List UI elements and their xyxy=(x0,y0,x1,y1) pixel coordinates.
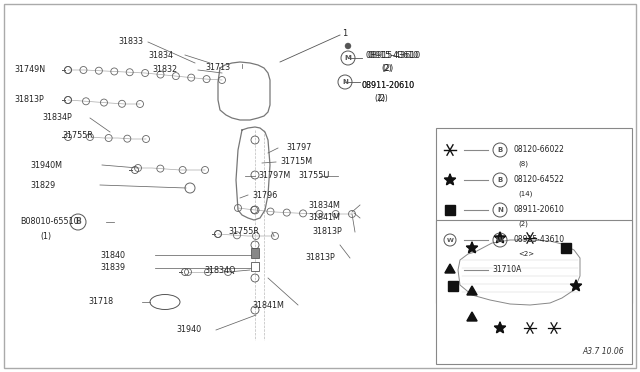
Text: (14): (14) xyxy=(518,191,532,197)
Text: 31833: 31833 xyxy=(118,38,143,46)
Text: 31839: 31839 xyxy=(100,263,125,273)
Text: (2): (2) xyxy=(374,93,385,103)
Text: 31940: 31940 xyxy=(176,326,201,334)
Text: 31713: 31713 xyxy=(205,64,230,73)
Text: (1): (1) xyxy=(40,231,51,241)
Polygon shape xyxy=(467,312,477,321)
Text: B: B xyxy=(75,218,81,227)
Text: 31755R: 31755R xyxy=(62,131,93,140)
Text: 08911-20610: 08911-20610 xyxy=(362,80,415,90)
Text: (8): (8) xyxy=(518,161,528,167)
Text: 08915-43610: 08915-43610 xyxy=(366,51,419,60)
Text: B: B xyxy=(497,177,502,183)
Text: M: M xyxy=(344,55,351,61)
Text: <2>: <2> xyxy=(518,251,534,257)
Bar xyxy=(436,220,632,364)
Bar xyxy=(251,262,259,271)
Text: 08915-43610: 08915-43610 xyxy=(514,235,565,244)
Text: 31834P: 31834P xyxy=(42,113,72,122)
Bar xyxy=(436,128,632,303)
Text: 31834Q: 31834Q xyxy=(204,266,236,275)
Text: W: W xyxy=(496,237,504,243)
Polygon shape xyxy=(494,232,506,243)
Text: 08120-64522: 08120-64522 xyxy=(514,176,565,185)
Text: 08911-20610: 08911-20610 xyxy=(514,205,565,215)
Bar xyxy=(448,281,458,291)
Text: B08010-65510: B08010-65510 xyxy=(20,218,79,227)
Text: 31755U: 31755U xyxy=(298,171,330,180)
Text: N: N xyxy=(342,79,348,85)
Text: 31940M: 31940M xyxy=(30,160,62,170)
Text: N: N xyxy=(497,207,503,213)
Bar xyxy=(445,205,455,215)
Text: 31749N: 31749N xyxy=(14,65,45,74)
Text: 31841M: 31841M xyxy=(308,214,340,222)
Circle shape xyxy=(345,43,351,49)
Polygon shape xyxy=(467,242,477,253)
Text: 31797M: 31797M xyxy=(258,171,291,180)
Text: 08120-66022: 08120-66022 xyxy=(514,145,565,154)
Polygon shape xyxy=(444,174,456,185)
Bar xyxy=(561,243,571,253)
Text: 31832: 31832 xyxy=(152,65,177,74)
Text: 31829: 31829 xyxy=(30,180,55,189)
Text: (2): (2) xyxy=(377,93,388,103)
Text: 08911-20610: 08911-20610 xyxy=(362,80,415,90)
Polygon shape xyxy=(445,264,455,273)
Text: 31813P: 31813P xyxy=(14,96,44,105)
Polygon shape xyxy=(570,280,582,291)
Text: 31841M: 31841M xyxy=(252,301,284,310)
Text: 31834M: 31834M xyxy=(308,201,340,209)
Text: 31755R: 31755R xyxy=(228,228,259,237)
Polygon shape xyxy=(494,322,506,333)
Text: 31710A: 31710A xyxy=(492,266,522,275)
Text: (2): (2) xyxy=(381,64,392,73)
Text: 31797: 31797 xyxy=(286,144,312,153)
Text: 31718: 31718 xyxy=(88,298,113,307)
Text: B: B xyxy=(497,147,502,153)
Text: 31796: 31796 xyxy=(252,190,277,199)
Text: 31813P: 31813P xyxy=(312,228,342,237)
Text: (2): (2) xyxy=(518,221,528,227)
Text: 1: 1 xyxy=(342,29,348,38)
Text: 31834: 31834 xyxy=(148,51,173,60)
Text: (2): (2) xyxy=(382,64,393,73)
Text: W: W xyxy=(447,237,453,243)
Text: A3.7 10.06: A3.7 10.06 xyxy=(582,347,624,356)
Text: 31813P: 31813P xyxy=(305,253,335,263)
Text: 31715M: 31715M xyxy=(280,157,312,167)
Polygon shape xyxy=(467,286,477,295)
Bar xyxy=(251,248,259,258)
Text: 08915-43610: 08915-43610 xyxy=(368,51,421,60)
Text: 31840: 31840 xyxy=(100,250,125,260)
